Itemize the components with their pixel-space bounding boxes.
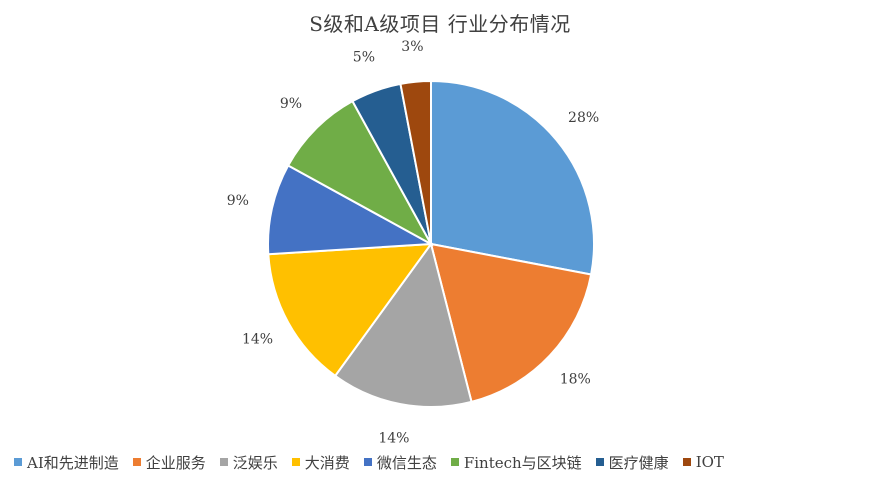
legend-label-7: 医疗健康 <box>608 453 669 472</box>
legend-swatch-5 <box>363 458 372 466</box>
legend-label-2: 企业服务 <box>145 453 206 472</box>
legend-label-6: Fintech与区块链 <box>463 453 582 472</box>
data-label-6: 9% <box>280 96 302 112</box>
data-label-2: 18% <box>560 372 591 388</box>
chart-title: S级和A级项目 行业分布情况 <box>309 12 571 36</box>
pie-slice-4 <box>267 242 434 378</box>
legend-label-3: 泛娱乐 <box>232 453 278 472</box>
data-label-7: 5% <box>353 50 375 66</box>
pie-slice-1 <box>430 79 595 276</box>
legend-item-1: AI和先进制造 <box>14 452 119 473</box>
legend-swatch-2 <box>132 458 141 466</box>
legend-swatch-7 <box>595 458 604 466</box>
pie-slice-8 <box>399 79 432 245</box>
legend-swatch-3 <box>219 458 228 466</box>
pie-slice-3 <box>333 241 473 409</box>
chart-legend: AI和先进制造 企业服务 泛娱乐 大消费 微信生态 Fintech与区块链 医疗健康 IOT <box>14 450 874 474</box>
legend-swatch-6 <box>450 458 459 466</box>
legend-item-8: IOT <box>682 453 724 471</box>
data-label-8: 3% <box>401 39 423 55</box>
legend-swatch-1 <box>14 458 22 466</box>
legend-swatch-4 <box>291 458 300 466</box>
data-label-4: 14% <box>242 331 273 347</box>
legend-item-2: 企业服务 <box>132 452 206 473</box>
legend-label-5: 微信生态 <box>376 453 437 472</box>
legend-label-4: 大消费 <box>304 453 350 472</box>
data-label-1: 28% <box>568 110 599 126</box>
legend-item-5: 微信生态 <box>363 452 437 473</box>
pie-slice-5 <box>266 164 435 256</box>
legend-label-1: AI和先进制造 <box>27 453 119 472</box>
legend-item-7: 医疗健康 <box>595 452 669 473</box>
legend-label-8: IOT <box>695 453 724 471</box>
pie-slice-6 <box>286 99 434 247</box>
legend-item-6: Fintech与区块链 <box>450 452 582 473</box>
pie-slice-2 <box>429 242 593 404</box>
data-label-3: 14% <box>378 431 409 447</box>
data-label-5: 9% <box>227 193 249 209</box>
legend-item-4: 大消费 <box>291 452 350 473</box>
legend-swatch-8 <box>682 458 691 466</box>
legend-item-3: 泛娱乐 <box>219 452 278 473</box>
